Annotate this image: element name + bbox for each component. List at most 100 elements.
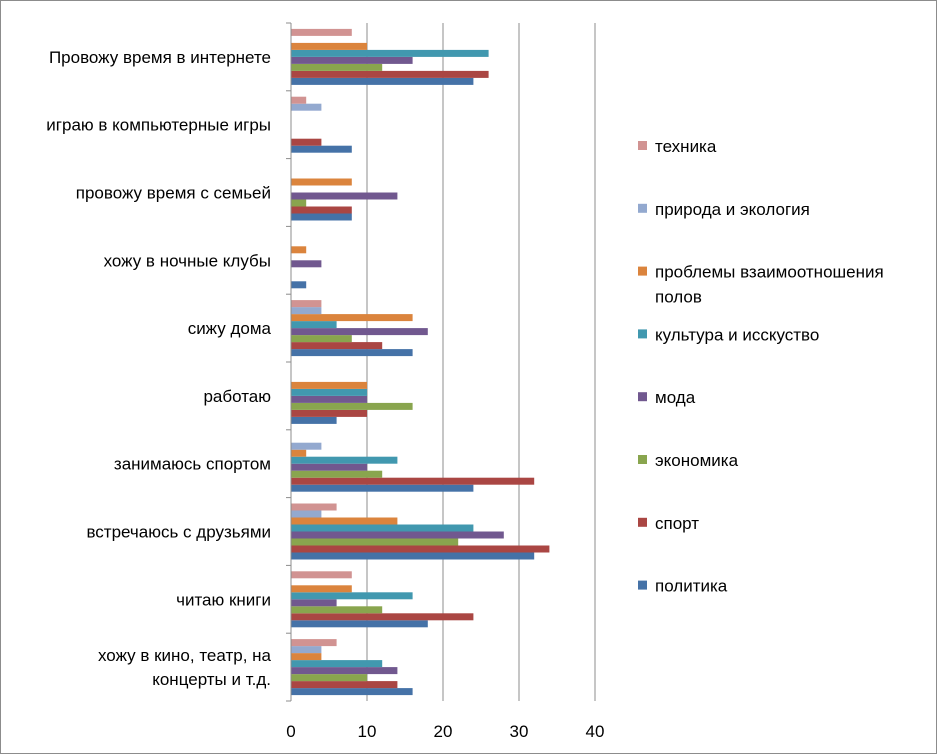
category-label: хожу в ночные клубы bbox=[104, 251, 271, 270]
bars bbox=[291, 28, 550, 696]
bar bbox=[291, 28, 352, 36]
x-tick-label: 20 bbox=[434, 722, 453, 741]
legend-swatch bbox=[638, 203, 647, 213]
bar bbox=[291, 402, 413, 410]
bar bbox=[291, 395, 367, 403]
x-tick-label: 30 bbox=[510, 722, 529, 741]
category-label: провожу время с семьей bbox=[76, 184, 271, 203]
bar bbox=[291, 192, 398, 200]
category-label: Провожу время в интернете bbox=[49, 48, 271, 67]
bar bbox=[291, 342, 383, 350]
category-label: концерты и т.д. bbox=[152, 670, 271, 689]
x-tick-label: 40 bbox=[586, 722, 605, 741]
bar bbox=[291, 552, 535, 560]
bar bbox=[291, 688, 413, 696]
bar bbox=[291, 246, 307, 254]
bar bbox=[291, 300, 322, 308]
bar bbox=[291, 70, 489, 78]
legend: техника природа и экология проблемы взаимо… bbox=[638, 137, 884, 596]
bar bbox=[291, 639, 337, 647]
bar bbox=[291, 42, 367, 50]
category-labels: хожу в кино, театр, на концерты и т.д. чит… bbox=[46, 22, 291, 702]
bar bbox=[291, 599, 337, 607]
category-label: читаю книги bbox=[176, 590, 271, 609]
bar bbox=[291, 613, 474, 621]
bar bbox=[291, 328, 428, 336]
bar bbox=[291, 606, 383, 614]
bar bbox=[291, 307, 322, 315]
legend-item: проблемы взаимоотношения полов bbox=[638, 263, 884, 307]
x-tick-label: 10 bbox=[358, 722, 377, 741]
legend-item: техника bbox=[638, 137, 717, 156]
bar bbox=[291, 620, 428, 628]
legend-label: мода bbox=[655, 388, 696, 407]
bar bbox=[291, 314, 413, 322]
legend-label: полов bbox=[655, 288, 702, 307]
legend-swatch bbox=[638, 392, 647, 402]
bar bbox=[291, 517, 398, 525]
bar bbox=[291, 56, 413, 64]
legend-swatch bbox=[638, 455, 647, 464]
bar bbox=[291, 388, 367, 396]
legend-label: природа и экология bbox=[655, 200, 810, 219]
bar bbox=[291, 510, 322, 518]
bar bbox=[291, 206, 352, 214]
category-label: встречаюсь с друзьями bbox=[86, 523, 271, 542]
bar bbox=[291, 585, 352, 593]
legend-item: культура и исскуство bbox=[638, 325, 819, 344]
legend-swatch bbox=[638, 580, 647, 590]
category-label: хожу в кино, театр, на bbox=[98, 646, 272, 665]
bar bbox=[291, 49, 489, 57]
bar bbox=[291, 463, 367, 471]
legend-label: политика bbox=[655, 577, 728, 596]
legend-swatch bbox=[638, 141, 647, 150]
category-label: работаю bbox=[203, 387, 271, 406]
legend-item: политика bbox=[638, 577, 728, 596]
bar bbox=[291, 416, 337, 424]
legend-item: мода bbox=[638, 388, 696, 407]
bar bbox=[291, 335, 352, 343]
legend-label: спорт bbox=[655, 514, 699, 533]
bar bbox=[291, 77, 474, 85]
bar bbox=[291, 470, 383, 478]
legend-label: экономика bbox=[655, 451, 739, 470]
bar bbox=[291, 646, 322, 654]
bar bbox=[291, 281, 307, 289]
bar bbox=[291, 260, 322, 268]
legend-label: культура и исскуство bbox=[655, 325, 819, 344]
bar bbox=[291, 321, 337, 329]
bar bbox=[291, 213, 352, 221]
bar bbox=[291, 484, 474, 492]
bar bbox=[291, 592, 413, 600]
bar bbox=[291, 674, 367, 682]
bar bbox=[291, 103, 322, 111]
bar bbox=[291, 456, 398, 464]
bar bbox=[291, 653, 322, 661]
bar bbox=[291, 571, 352, 579]
bar bbox=[291, 96, 307, 104]
bar bbox=[291, 138, 322, 146]
legend-item: природа и экология bbox=[638, 200, 810, 219]
bar bbox=[291, 477, 535, 485]
category-label: занимаюсь спортом bbox=[114, 455, 271, 474]
bar bbox=[291, 660, 383, 668]
legend-swatch bbox=[638, 517, 647, 527]
bar bbox=[291, 409, 367, 417]
bar bbox=[291, 442, 322, 450]
category-label: играю в компьютерные игры bbox=[46, 116, 271, 135]
bar bbox=[291, 145, 352, 153]
bar bbox=[291, 538, 459, 546]
legend-item: спорт bbox=[638, 514, 699, 533]
legend-swatch bbox=[638, 329, 647, 339]
bar bbox=[291, 178, 352, 186]
bar bbox=[291, 381, 367, 389]
legend-item: экономика bbox=[638, 451, 739, 470]
bar bbox=[291, 449, 307, 457]
bar bbox=[291, 503, 337, 511]
legend-label: проблемы взаимоотношения bbox=[655, 263, 884, 282]
bar bbox=[291, 545, 550, 553]
bar bbox=[291, 349, 413, 357]
bar bbox=[291, 63, 383, 71]
